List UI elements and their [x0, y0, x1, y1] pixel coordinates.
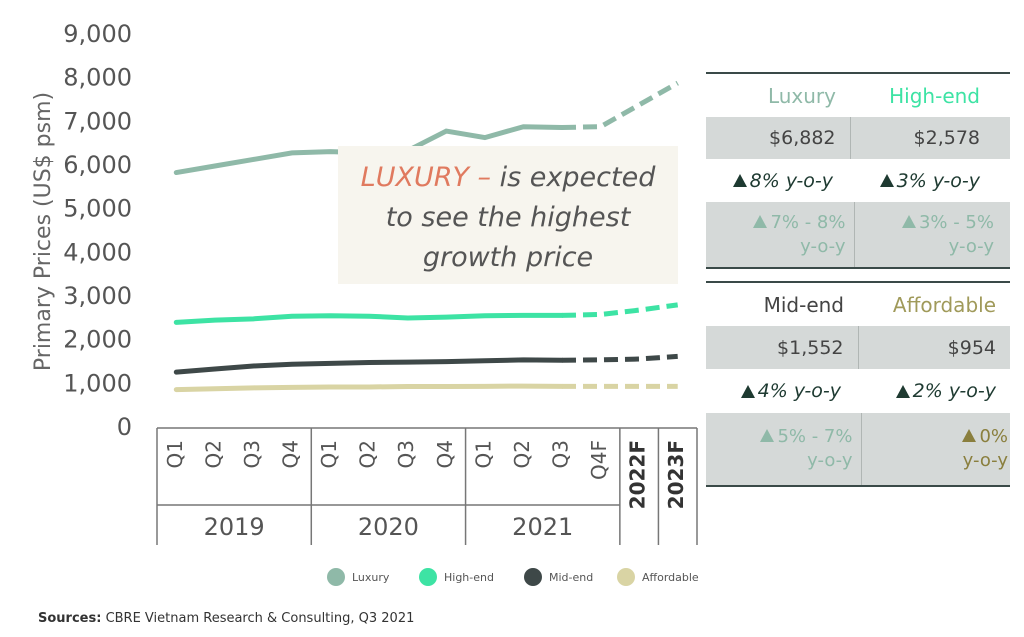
x-group-label: 2019 [204, 513, 265, 541]
annotation-line: is expected [499, 162, 656, 193]
yoy: 4% y-o-y [757, 380, 841, 402]
series-line [173, 383, 565, 393]
y-tick-label: 9,000 [63, 20, 132, 48]
legend-label: High-end [444, 571, 494, 584]
forecast: 0% [979, 426, 1008, 447]
x-tick-label: Q3 [394, 440, 418, 468]
x-tick-label: 2022F [626, 440, 650, 509]
legend-label: Luxury [352, 571, 390, 584]
up-icon [732, 174, 747, 187]
series-line [173, 312, 565, 325]
x-tick-label: Q2 [201, 440, 225, 468]
y-tick-label: 6,000 [63, 151, 132, 179]
x-group-label: 2020 [358, 513, 419, 541]
x-tick-label: Q1 [317, 440, 341, 468]
table-block: Luxury High-end $6,882 $2,578 8% y-o-y 3% y… [706, 72, 1010, 269]
y-tick-label: 2,000 [63, 326, 132, 354]
forecast: y-o-y [807, 450, 853, 471]
x-tick-label: Q1 [163, 440, 187, 468]
forecast: y-o-y [800, 235, 846, 257]
up-icon [740, 384, 755, 398]
up-icon [962, 429, 977, 442]
yoy: 3% y-o-y [896, 169, 980, 192]
forecast: 7% - 8% [770, 211, 846, 233]
series-line [561, 353, 678, 363]
x-tick-label: Q4F [587, 440, 611, 480]
header: Affordable [892, 292, 996, 317]
price: $1,552 [777, 336, 844, 359]
annotation: LUXURY – is expected to see the highest … [338, 146, 678, 284]
y-axis-label: Primary Prices (US$ psm) [31, 92, 56, 371]
legend-swatch [617, 568, 635, 586]
annotation-line: growth price [422, 242, 594, 273]
legend-label: Affordable [642, 571, 699, 584]
legend-swatch [524, 568, 542, 586]
yoy: 8% y-o-y [749, 169, 833, 192]
x-group-label: 2021 [512, 513, 573, 541]
legend-swatch [327, 568, 345, 586]
up-icon [895, 384, 910, 398]
forecast: y-o-y [948, 235, 994, 257]
forecast: y-o-y [962, 450, 1008, 471]
y-tick-label: 1,000 [63, 369, 132, 397]
series-line [173, 357, 565, 375]
y-tick-label: 5,000 [63, 195, 132, 223]
x-tick-label: Q1 [471, 440, 495, 468]
up-icon [753, 214, 768, 228]
up-icon [879, 174, 894, 187]
x-tick-label: Q4 [279, 440, 303, 468]
legend-label: Mid-end [549, 571, 593, 584]
x-tick-label: Q4 [433, 440, 457, 468]
header: High-end [889, 83, 980, 108]
up-icon [760, 429, 775, 442]
forecast: 5% - 7% [777, 426, 853, 447]
x-tick-label: Q3 [240, 440, 264, 468]
table-block: Mid-end Affordable $1,552 $954 4% y-o-y 2% … [706, 281, 1010, 487]
price: $6,882 [769, 127, 836, 149]
annotation-line: to see the highest [385, 202, 631, 233]
source: Sources: CBRE Vietnam Research & Consult… [38, 611, 414, 626]
header: Luxury [767, 83, 836, 108]
y-tick-label: 8,000 [63, 64, 132, 92]
source-text: CBRE Vietnam Research & Consulting, Q3 2… [105, 611, 415, 626]
annotation-highlight: LUXURY – [360, 162, 492, 193]
series-line [561, 80, 679, 130]
price: $2,578 [849, 117, 1011, 159]
x-tick-label: 2023F [664, 440, 688, 509]
y-tick-label: 7,000 [63, 107, 132, 135]
x-tick-label: Q3 [549, 440, 573, 468]
y-tick-label: 0 [117, 413, 132, 441]
up-icon [901, 214, 916, 228]
yoy: 2% y-o-y [912, 380, 996, 402]
x-tick-label: Q2 [356, 440, 380, 468]
y-tick-label: 4,000 [63, 238, 132, 266]
header: Mid-end [763, 292, 844, 317]
legend-swatch [419, 568, 437, 586]
forecast: 3% - 5% [918, 211, 994, 233]
price: $954 [857, 326, 1011, 369]
series-line [561, 302, 679, 318]
x-tick-label: Q2 [510, 440, 534, 468]
source-label: Sources: [38, 611, 102, 626]
y-tick-label: 3,000 [63, 282, 132, 310]
